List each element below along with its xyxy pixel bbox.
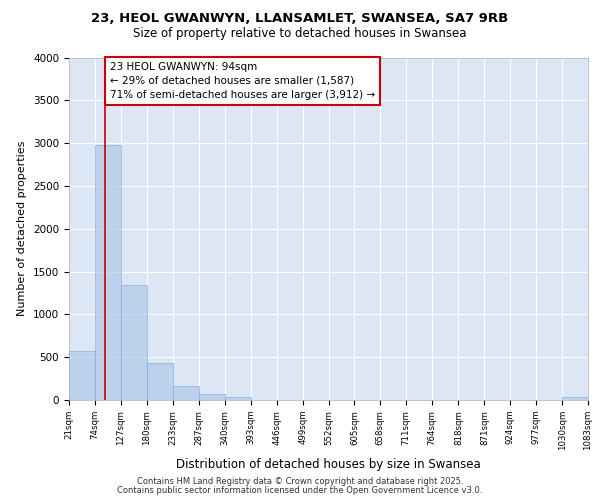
Text: 23 HEOL GWANWYN: 94sqm
← 29% of detached houses are smaller (1,587)
71% of semi-: 23 HEOL GWANWYN: 94sqm ← 29% of detached… <box>110 62 375 100</box>
Bar <box>199 394 225 400</box>
Text: Size of property relative to detached houses in Swansea: Size of property relative to detached ho… <box>133 28 467 40</box>
Bar <box>69 351 95 400</box>
Bar <box>95 145 121 400</box>
X-axis label: Distribution of detached houses by size in Swansea: Distribution of detached houses by size … <box>176 458 481 471</box>
Text: Contains public sector information licensed under the Open Government Licence v3: Contains public sector information licen… <box>118 486 482 495</box>
Bar <box>173 386 199 400</box>
Bar <box>562 398 588 400</box>
Bar <box>121 286 147 400</box>
Bar <box>147 363 173 400</box>
Bar <box>225 398 251 400</box>
Y-axis label: Number of detached properties: Number of detached properties <box>17 141 28 316</box>
Text: Contains HM Land Registry data © Crown copyright and database right 2025.: Contains HM Land Registry data © Crown c… <box>137 477 463 486</box>
Text: 23, HEOL GWANWYN, LLANSAMLET, SWANSEA, SA7 9RB: 23, HEOL GWANWYN, LLANSAMLET, SWANSEA, S… <box>91 12 509 26</box>
